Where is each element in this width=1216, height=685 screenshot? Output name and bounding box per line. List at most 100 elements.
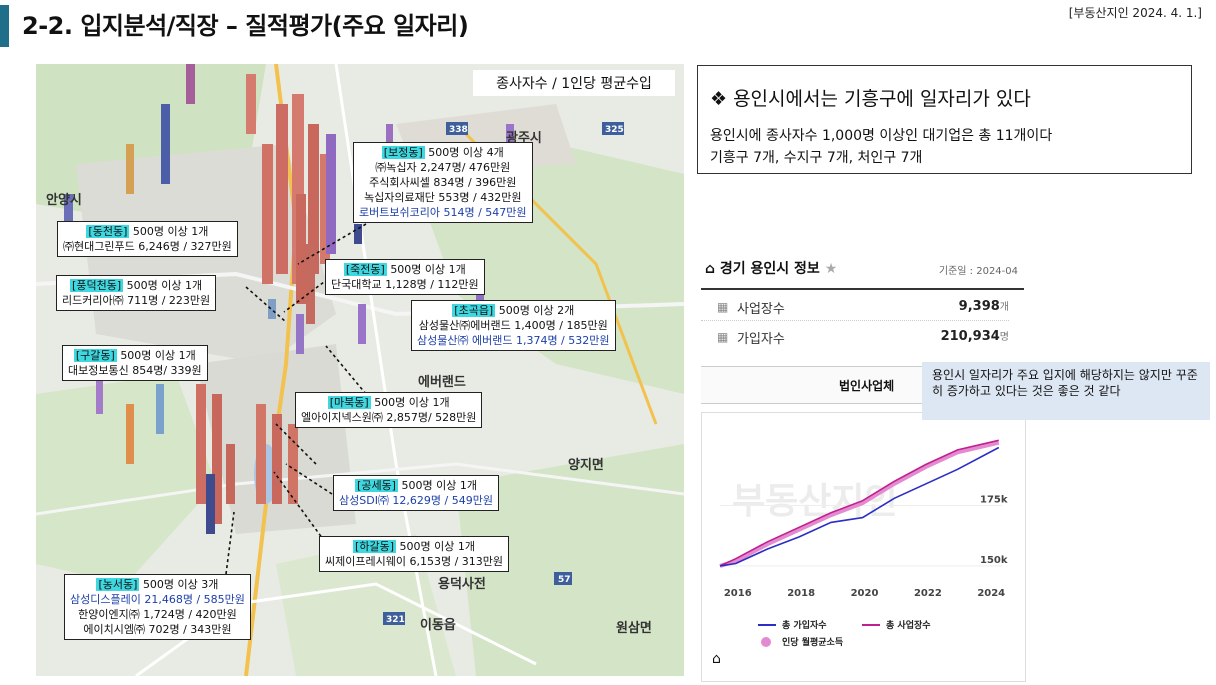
summary-box: ❖ 용인시에서는 기흥구에 일자리가 있다 용인시에 종사자수 1,000명 이… <box>697 65 1192 174</box>
svg-text:325: 325 <box>605 125 624 135</box>
callout-count: 500명 이상 1개 <box>390 263 466 276</box>
callout-count: 500명 이상 1개 <box>132 225 209 238</box>
callout-tag: [농서동] <box>96 578 140 591</box>
callout-tag: [동천동] <box>86 225 130 238</box>
place-label: 원삼면 <box>616 620 652 636</box>
summary-headline: ❖ 용인시에서는 기흥구에 일자리가 있다 <box>710 88 1031 110</box>
home-icon: ⌂ <box>705 261 716 277</box>
callout-line: 삼성물산㈜에버랜드 1,400명 / 185만원 <box>418 319 608 332</box>
place-label: 용덕사전 <box>438 576 486 592</box>
callout-line: 녹십자의료재단 553명 / 432만원 <box>364 191 522 204</box>
callout-count: 500명 이상 2개 <box>498 304 575 317</box>
callout-jukjeon: [죽전동] 500명 이상 1개 단국대학교 1,128명 / 112만원 <box>325 259 485 295</box>
callout-pungdeokcheon: [풍덕천동] 500명 이상 1개 리드커리아㈜ 711명 / 223만원 <box>56 275 217 311</box>
callout-gongse: [공세동] 500명 이상 1개 삼성SDI㈜ 12,629명 / 549만원 <box>333 475 499 511</box>
callout-line: 주식회사씨셀 834명 / 396만원 <box>369 176 517 189</box>
callout-bojeong: [보정동] 500명 이상 4개 ㈜녹십자 2,247명/ 476만원 주식회사… <box>353 142 533 223</box>
callout-tag: [하갈동] <box>353 540 396 553</box>
business-count-row: ▦ 사업장수 9,398개 <box>701 292 1009 321</box>
series-line <box>719 446 1000 567</box>
svg-text:338: 338 <box>449 125 468 135</box>
callout-tag: [구갈동] <box>73 349 117 362</box>
callout-nongseo: [농서동] 500명 이상 3개 삼성디스플레이 21,468명 / 585만원… <box>64 574 251 640</box>
base-date: 기준일 : 2024-04 <box>938 266 1018 277</box>
callout-gugal: [구갈동] 500명 이상 1개 대보정보통신 854명/ 339원 <box>62 345 208 381</box>
callout-dongcheon: [동천동] 500명 이상 1개 ㈜현대그린푸드 6,246명 / 327만원 <box>57 221 238 257</box>
callout-count: 500명 이상 1개 <box>399 540 475 553</box>
callout-highlight: 로버트보쉬코리아 514명 / 547만원 <box>359 206 527 219</box>
logo-icon: ⌂ <box>712 651 721 667</box>
y-tick-label: 150k <box>980 555 1008 566</box>
tab-label: 법인사업체 <box>839 379 895 393</box>
callout-hagal: [하갈동] 500명 이상 1개 씨제이프레시웨이 6,153명 / 313만원 <box>319 536 510 572</box>
comment-note: 용인시 일자리가 주요 입지에 해당하지는 않지만 꾸준히 증가하고 있다는 것… <box>922 362 1210 420</box>
title-accent-bar <box>0 5 9 47</box>
widget-title: 경기 용인시 정보 <box>719 261 820 277</box>
callout-line: 한양이엔지㈜ 1,724명 / 420만원 <box>78 608 237 621</box>
widget-divider <box>701 288 1024 290</box>
callout-line: 단국대학교 1,128명 / 112만원 <box>331 278 479 291</box>
place-label: 안양시 <box>46 192 82 208</box>
callout-count: 500명 이상 1개 <box>126 279 203 292</box>
member-count-row: ▦ 가입자수 210,934명 <box>701 322 1009 350</box>
svg-text:321: 321 <box>386 615 405 625</box>
x-tick-label: 2020 <box>851 588 879 599</box>
series-line <box>719 439 999 567</box>
building-icon: ▦ <box>717 300 729 314</box>
watermark: 부동산지인 <box>732 481 898 522</box>
callout-tag: [공세동] <box>355 479 398 492</box>
callout-highlight: 삼성SDI㈜ 12,629명 / 549만원 <box>339 494 493 507</box>
callout-tag: [풍덕천동] <box>70 279 124 292</box>
callout-count: 500명 이상 1개 <box>374 396 450 409</box>
city-info-widget: ⌂ 경기 용인시 정보 ★ 기준일 : 2024-04 ▦ 사업장수 9,398… <box>701 252 1026 682</box>
star-icon[interactable]: ★ <box>824 261 838 277</box>
callout-line: 씨제이프레시웨이 6,153명 / 313만원 <box>325 555 504 568</box>
x-tick-label: 2022 <box>914 588 942 599</box>
row-value: 210,934명 <box>940 329 1009 344</box>
x-tick-label: 2016 <box>724 588 752 599</box>
row-value: 9,398개 <box>958 299 1009 314</box>
callout-count: 500명 이상 1개 <box>401 479 477 492</box>
widget-title-row: ⌂ 경기 용인시 정보 ★ <box>705 258 837 278</box>
callout-highlight: 삼성물산㈜ 에버랜드 1,374명 / 532만원 <box>417 334 610 347</box>
callout-line: ㈜녹십자 2,247명/ 476만원 <box>375 161 511 174</box>
x-tick-label: 2024 <box>977 588 1005 599</box>
place-label: 양지면 <box>568 457 604 473</box>
place-label: 이동읍 <box>420 617 456 633</box>
legend-swatch <box>761 637 771 647</box>
callout-count: 500명 이상 4개 <box>428 146 504 159</box>
place-label: 에버랜드 <box>418 374 466 390</box>
callout-tag: [죽전동] <box>343 263 387 276</box>
trend-chart: 부동산지인 2016 2018 2020 2022 2024 150k 175k 총 가입… <box>701 412 1026 682</box>
callout-count: 500명 이상 1개 <box>120 349 196 362</box>
callout-line: 엘아이지넥스원㈜ 2,857명/ 528만원 <box>301 411 477 424</box>
callout-highlight: 삼성디스플레이 21,468명 / 585만원 <box>70 593 245 606</box>
callout-tag: [초곡읍] <box>452 304 496 317</box>
callout-count: 500명 이상 3개 <box>142 578 219 591</box>
callout-line: 대보정보통신 854명/ 339원 <box>68 364 202 377</box>
x-tick-label: 2018 <box>787 588 815 599</box>
callout-chogok: [초곡읍] 500명 이상 2개 삼성물산㈜에버랜드 1,400명 / 185만… <box>411 300 616 351</box>
map-legend: 종사자수 / 1인당 평균수입 <box>473 70 675 96</box>
page-title: 2-2. 입지분석/직장 – 질적평가(주요 일자리) <box>22 12 469 40</box>
callout-line: 리드커리아㈜ 711명 / 223만원 <box>62 294 211 307</box>
svg-text:57: 57 <box>558 575 571 585</box>
callout-tag: [마북동] <box>327 396 371 409</box>
source-note: [부동산지인 2024. 4. 1.] <box>1068 6 1202 20</box>
legend-label[interactable]: 총 가입자수 <box>782 619 827 631</box>
callout-mabuk: [마북동] 500명 이상 1개 엘아이지넥스원㈜ 2,857명/ 528만원 <box>295 392 483 428</box>
series-line <box>719 440 1000 568</box>
row-label: 가입자수 <box>737 332 785 347</box>
row-label: 사업장수 <box>737 302 785 317</box>
summary-line-2: 기흥구 7개, 수지구 7개, 처인구 7개 <box>710 150 923 166</box>
summary-line-1: 용인시에 종사자수 1,000명 이상인 대기업은 총 11개이다 <box>710 128 1053 144</box>
job-map: 광주시 안양시 에버랜드 이동읍 용덕사전 원삼면 양지면 338 325 32… <box>36 64 684 676</box>
callout-tag: [보정동] <box>381 146 425 159</box>
callout-line: 에이치시엠㈜ 702명 / 343만원 <box>83 623 232 636</box>
building-icon: ▦ <box>717 330 729 344</box>
trend-chart-svg: 부동산지인 2016 2018 2020 2022 2024 150k 175k 총 가입… <box>719 439 1008 648</box>
callout-line: ㈜현대그린푸드 6,246명 / 327만원 <box>63 240 232 253</box>
legend-label[interactable]: 인당 월평균소득 <box>782 636 843 648</box>
legend-label[interactable]: 총 사업장수 <box>886 619 931 631</box>
y-tick-label: 175k <box>980 495 1008 506</box>
